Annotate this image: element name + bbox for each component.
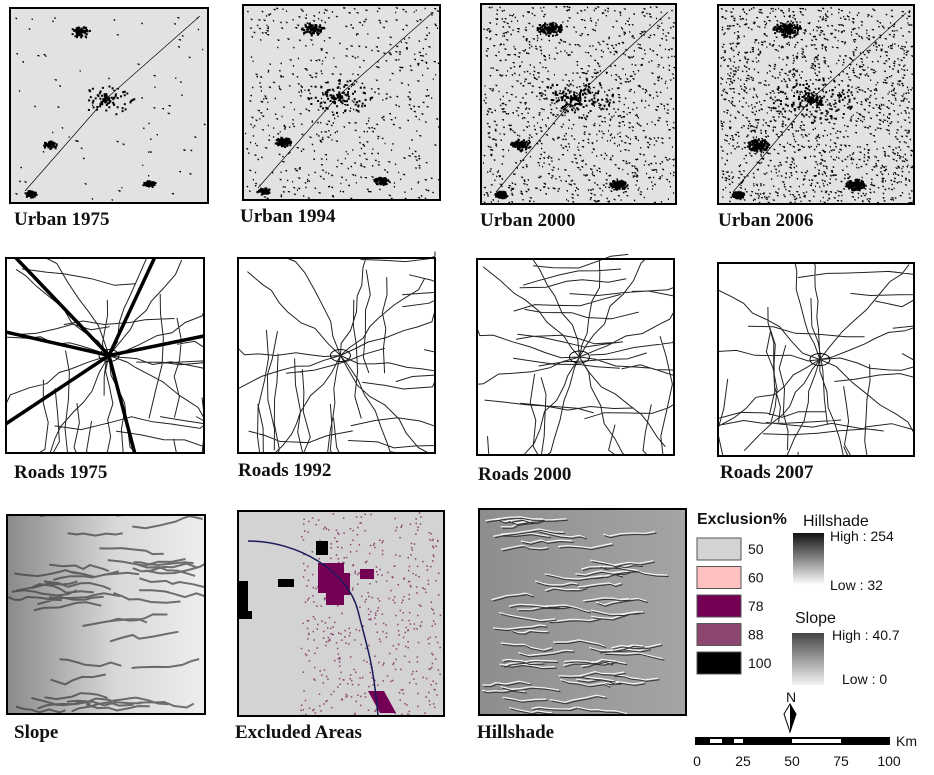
slope-low: Low : 0	[842, 671, 887, 687]
map-frame	[6, 514, 206, 715]
map-frame	[9, 7, 209, 204]
scale-tick-label: 75	[833, 753, 849, 769]
diagonal-road	[495, 11, 669, 193]
map-background	[7, 515, 205, 714]
map-frame	[717, 4, 915, 205]
ridges-light	[481, 516, 668, 715]
scale-unit: Km	[896, 733, 917, 749]
legend-label: 100	[748, 655, 772, 671]
map-frame	[717, 262, 915, 457]
north-label: N	[786, 689, 796, 705]
legend-swatch	[696, 651, 742, 675]
scale-segment	[734, 739, 743, 743]
map-caption: Roads 1975	[14, 462, 107, 483]
diagonal-road	[732, 12, 907, 193]
legend-label: 88	[748, 627, 764, 643]
map-caption: Excluded Areas	[235, 722, 362, 743]
map-caption: Slope	[14, 722, 58, 743]
scale-tick-label: 50	[784, 753, 800, 769]
map-frame	[480, 3, 677, 205]
map-caption: Urban 1994	[240, 206, 336, 227]
hillshade-title: Hillshade	[803, 513, 869, 530]
slope-high: High : 40.7	[832, 627, 900, 643]
town-ring	[809, 353, 831, 366]
legend-swatch	[696, 537, 742, 561]
map-frame	[5, 257, 205, 454]
map-background	[238, 511, 444, 716]
slope-ramp	[792, 633, 824, 685]
hillshade-high: High : 254	[830, 528, 894, 544]
map-caption: Roads 2000	[478, 464, 571, 485]
legend-title: Exclusion%	[697, 511, 787, 528]
map-frame	[478, 508, 687, 716]
legend-swatch	[696, 566, 742, 589]
town-ring	[568, 350, 590, 364]
map-caption: Urban 1975	[14, 209, 110, 230]
highways	[5, 256, 205, 454]
slope-title: Slope	[795, 610, 836, 627]
scale-tick-label: 0	[693, 753, 701, 769]
river	[247, 540, 379, 717]
map-caption: Roads 2007	[720, 462, 814, 483]
legend-swatch	[696, 594, 742, 618]
scale-tick-label: 100	[877, 753, 901, 769]
ridges-dark	[483, 517, 669, 716]
map-caption: Hillshade	[477, 722, 554, 743]
legend-label: 50	[748, 541, 764, 557]
map-frame	[242, 4, 441, 201]
town-ring	[98, 349, 120, 362]
excluded-block	[318, 563, 396, 713]
scale-tick-label: 25	[735, 753, 751, 769]
hillshade-ramp	[793, 533, 824, 585]
map-frame	[237, 510, 445, 717]
town-ring	[329, 349, 351, 362]
map-frame	[476, 258, 675, 456]
urban-cells	[245, 7, 440, 200]
diagonal-road	[257, 12, 433, 189]
scale-segment	[792, 739, 841, 743]
hillshade-low: Low : 32	[830, 577, 883, 593]
map-caption: Urban 2006	[718, 210, 814, 231]
legend-swatch	[696, 623, 742, 646]
urban-cells	[483, 6, 677, 204]
north-arrow-half	[790, 704, 796, 732]
map-caption: Urban 2000	[480, 210, 576, 231]
legend-label: 78	[748, 598, 764, 614]
legend-label: 60	[748, 570, 764, 586]
urban-cells	[720, 7, 914, 204]
scale-segment	[710, 739, 722, 743]
excluded-black	[238, 541, 328, 619]
map-caption: Roads 1992	[238, 460, 331, 481]
map-frame	[237, 257, 436, 454]
diagonal-road	[24, 15, 201, 192]
